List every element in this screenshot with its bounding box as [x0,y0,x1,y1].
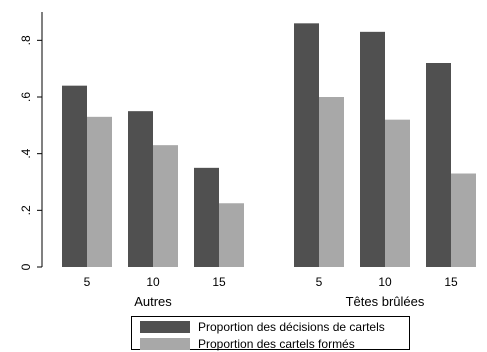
y-tick-label: 0 [19,263,33,270]
bar-formed [451,173,476,267]
x-tick-label: 10 [378,275,392,289]
bar-decisions [426,63,451,267]
x-tick-label: 5 [316,275,323,289]
bar-formed [385,119,410,268]
legend-swatch-formed [140,338,190,350]
bar-decisions [62,85,87,268]
y-tick-label: .2 [19,205,33,215]
legend-label-decisions: Proportion des décisions de cartels [198,320,385,334]
x-tick-label: 5 [84,275,91,289]
bar-formed [319,97,344,267]
bar-decisions [360,31,385,268]
legend-item-formed: Proportion des cartels formés [140,336,355,352]
legend-label-formed: Proportion des cartels formés [198,337,355,351]
group-label: Autres [134,294,172,309]
legend-item-decisions: Proportion des décisions de cartels [140,319,385,335]
x-tick-label: 10 [146,275,160,289]
legend: Proportion des décisions de cartels Prop… [131,316,410,352]
bar-decisions [294,23,319,268]
bar-decisions [128,111,153,268]
y-axis: 0 .2 .4 .6 .8 [19,12,43,270]
x-axis-tick-labels: 5 10 15 Autres 5 10 15 Têtes brûlées [84,275,458,309]
bar-formed [87,116,112,267]
group-label: Têtes brûlées [346,294,425,309]
y-tick-label: .8 [19,35,33,45]
y-tick-label: .6 [19,92,33,102]
x-tick-label: 15 [444,275,458,289]
y-tick-label: .4 [19,148,33,158]
legend-swatch-decisions [140,321,190,333]
bar-formed [153,145,178,267]
x-tick-label: 15 [212,275,226,289]
bars [62,23,476,268]
bar-decisions [194,167,219,267]
bar-formed [219,203,244,267]
